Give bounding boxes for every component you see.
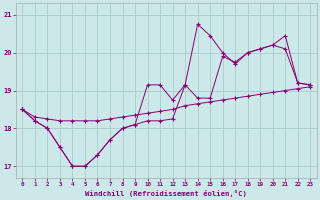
X-axis label: Windchill (Refroidissement éolien,°C): Windchill (Refroidissement éolien,°C)	[85, 190, 247, 197]
